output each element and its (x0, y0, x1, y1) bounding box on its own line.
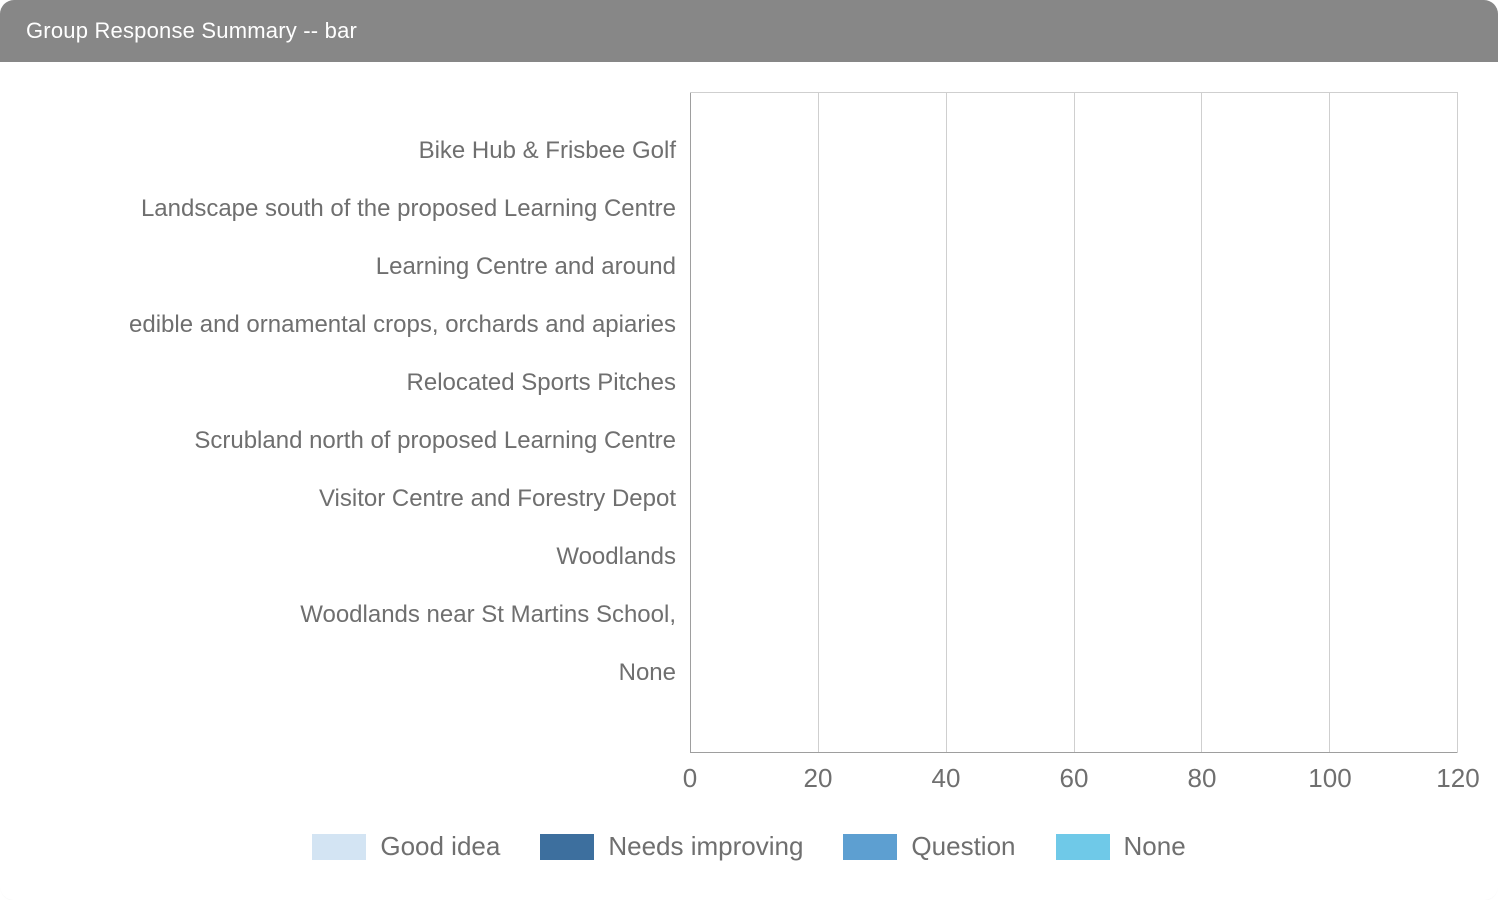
category-label: Visitor Centre and Forestry Depot (319, 485, 676, 513)
category-label: edible and ornamental crops, orchards an… (129, 311, 676, 339)
x-tick-label: 100 (1308, 763, 1351, 794)
gridline (1329, 93, 1330, 753)
plot-area (690, 92, 1458, 753)
gridline (1457, 93, 1458, 753)
category-label: Landscape south of the proposed Learning… (141, 195, 676, 223)
legend-item-none: None (1056, 831, 1186, 862)
y-axis-labels: Bike Hub & Frisbee Golf Landscape south o… (40, 92, 690, 813)
legend-swatch (843, 834, 897, 860)
legend-item-question: Question (843, 831, 1015, 862)
legend-label: Question (911, 831, 1015, 862)
gridline (1074, 93, 1075, 753)
legend-label: None (1124, 831, 1186, 862)
gridline (1201, 93, 1202, 753)
legend-label: Good idea (380, 831, 500, 862)
category-label: None (619, 659, 676, 687)
x-tick-label: 60 (1060, 763, 1089, 794)
category-label: Woodlands near St Martins School, (300, 601, 676, 629)
x-tick-label: 80 (1188, 763, 1217, 794)
category-label: Woodlands (556, 543, 676, 571)
card: Group Response Summary -- bar Bike Hub &… (0, 0, 1498, 900)
legend-item-needs_improving: Needs improving (540, 831, 803, 862)
legend-label: Needs improving (608, 831, 803, 862)
card-header: Group Response Summary -- bar (0, 0, 1498, 62)
gridline (946, 93, 947, 753)
card-title: Group Response Summary -- bar (26, 18, 357, 43)
x-tick-label: 120 (1436, 763, 1479, 794)
gridline (818, 93, 819, 753)
category-label: Learning Centre and around (376, 253, 676, 281)
plot-row: Bike Hub & Frisbee Golf Landscape south o… (40, 92, 1458, 813)
y-axis-line (690, 93, 691, 753)
plot-column: 020406080100120 (690, 92, 1458, 813)
category-label: Relocated Sports Pitches (407, 369, 676, 397)
legend-item-good_idea: Good idea (312, 831, 500, 862)
legend-swatch (312, 834, 366, 860)
x-axis: 020406080100120 (690, 753, 1458, 813)
category-label: Scrubland north of proposed Learning Cen… (194, 427, 676, 455)
legend-swatch (540, 834, 594, 860)
x-tick-label: 0 (683, 763, 697, 794)
legend-swatch (1056, 834, 1110, 860)
chart-container: Bike Hub & Frisbee Golf Landscape south o… (0, 62, 1498, 900)
x-tick-label: 40 (932, 763, 961, 794)
legend: Good idea Needs improving Question None (40, 813, 1458, 890)
category-label: Bike Hub & Frisbee Golf (419, 137, 676, 165)
x-tick-label: 20 (804, 763, 833, 794)
